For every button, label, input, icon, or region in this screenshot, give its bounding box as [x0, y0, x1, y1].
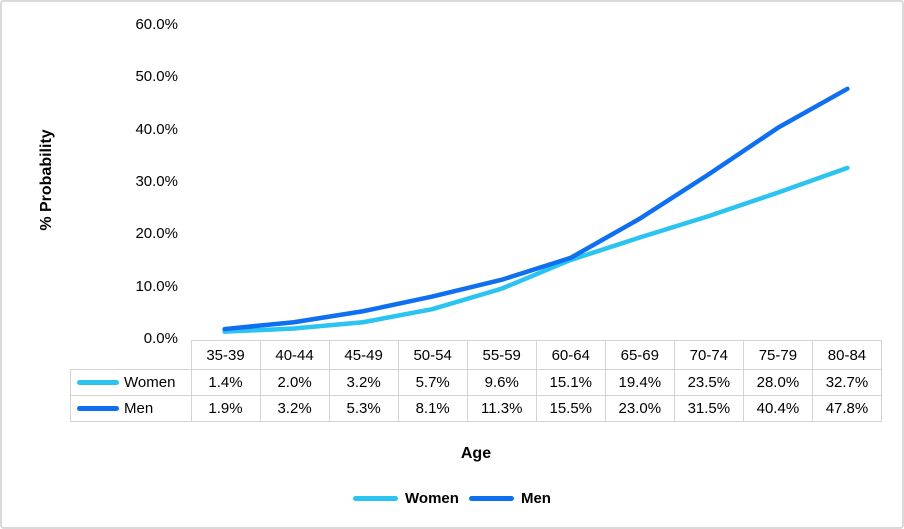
value-cell: 5.7% — [397, 369, 468, 396]
value-cell: 32.7% — [811, 369, 883, 396]
data-table: 35-39 40-44 45-49 50-54 55-59 60-64 65-69 70-74… — [70, 340, 883, 422]
value-cell: 23.0% — [604, 395, 675, 422]
value-cell: 19.4% — [604, 369, 675, 396]
age-category-header: 65-69 — [604, 340, 675, 370]
value-cell: 31.5% — [673, 395, 744, 422]
legend-label: Women — [405, 490, 459, 507]
table-row-women: Women 1.4% 2.0% 3.2% 5.7% 9.6% 15.1% 19.4% 23.5%… — [70, 369, 883, 396]
x-axis-title: Age — [460, 445, 492, 462]
value-cell: 40.4% — [742, 395, 813, 422]
age-category-header: 35-39 — [190, 340, 261, 370]
age-category-header: 55-59 — [466, 340, 537, 370]
y-tick-label: 30.0% — [135, 173, 178, 190]
value-cell: 23.5% — [673, 369, 744, 396]
value-cell: 11.3% — [466, 395, 537, 422]
legend-item-men: Men — [468, 490, 551, 507]
value-cell: 1.9% — [190, 395, 261, 422]
series-line-men — [222, 86, 850, 332]
data-table-body: 35-39 40-44 45-49 50-54 55-59 60-64 65-69 70-74… — [70, 340, 883, 422]
y-tick-label: 60.0% — [135, 16, 178, 33]
y-tick-label: 0.0% — [143, 330, 178, 347]
series-swatch-line — [77, 406, 119, 411]
legend-swatch-line — [468, 496, 514, 501]
value-cell: 28.0% — [742, 369, 813, 396]
legend-label: Men — [520, 490, 551, 507]
y-tick-label: 50.0% — [135, 68, 178, 86]
table-row-men: Men 1.9% 3.2% 5.3% 8.1% 11.3% 15.5% 23.0% 31.5% 4… — [70, 395, 883, 422]
value-cell: 47.8% — [811, 395, 883, 422]
table-corner-cell — [71, 341, 192, 370]
chart-legend: Women Men — [2, 490, 902, 507]
age-category-header: 40-44 — [259, 340, 330, 370]
age-category-header: 75-79 — [742, 340, 813, 370]
series-line-women — [222, 165, 850, 334]
series-name: Men — [124, 400, 154, 417]
table-header-row: 35-39 40-44 45-49 50-54 55-59 60-64 65-69 70-74… — [71, 340, 883, 370]
age-category-header: 45-49 — [328, 340, 399, 370]
value-cell: 3.2% — [328, 369, 399, 396]
y-tick-label: 10.0% — [135, 277, 178, 295]
series-name: Women — [124, 374, 176, 391]
value-cell: 8.1% — [397, 395, 468, 422]
age-category-header: 80-84 — [811, 340, 883, 370]
series-swatch-line — [77, 380, 119, 385]
age-category-header: 70-74 — [673, 340, 744, 370]
y-tick-label: 40.0% — [135, 120, 178, 138]
value-cell: 3.2% — [259, 395, 330, 422]
value-cell: 9.6% — [466, 369, 537, 396]
series-key-cell: Women — [70, 369, 192, 396]
age-category-header: 50-54 — [397, 340, 468, 370]
age-category-header: 60-64 — [535, 340, 606, 370]
value-cell: 5.3% — [328, 395, 399, 422]
series-key-cell: Men — [70, 395, 192, 422]
value-cell: 1.4% — [190, 369, 261, 396]
legend-swatch-line — [353, 496, 399, 501]
legend-item-women: Women — [353, 490, 459, 507]
y-tick-label: 20.0% — [135, 225, 178, 243]
value-cell: 15.1% — [535, 369, 606, 396]
value-cell: 15.5% — [535, 395, 606, 422]
y-axis-title: % Probability — [38, 129, 55, 231]
value-cell: 2.0% — [259, 369, 330, 396]
